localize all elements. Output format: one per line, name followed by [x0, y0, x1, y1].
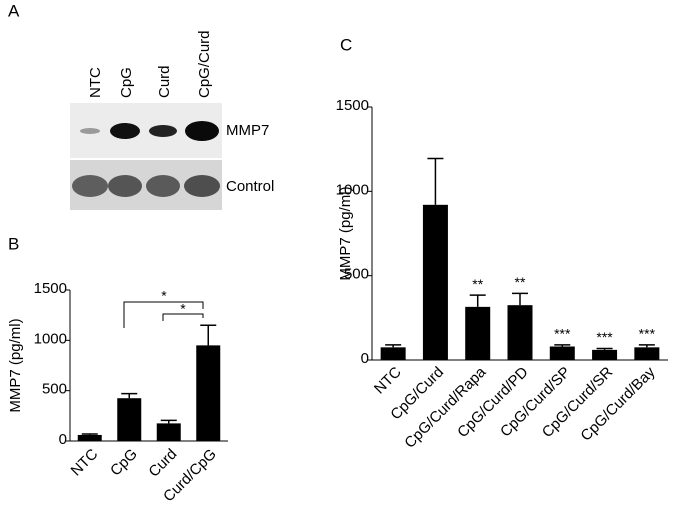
- panel-label: A: [8, 1, 20, 20]
- bar: [549, 346, 575, 360]
- bar: [507, 305, 533, 360]
- error-bar: [121, 392, 138, 399]
- error-bar: [512, 292, 528, 306]
- significance-label: ***: [639, 326, 656, 342]
- blot-row-label: MMP7: [226, 122, 269, 139]
- x-tick-label: NTC: [68, 445, 102, 479]
- y-tick-label: 0: [361, 350, 369, 367]
- error-bar: [81, 433, 98, 435]
- bar: [196, 345, 221, 441]
- blot-row-label: Control: [226, 178, 274, 195]
- significance-label: *: [180, 301, 186, 317]
- y-tick-label: 500: [42, 381, 67, 398]
- y-tick-label: 0: [59, 431, 67, 448]
- bar: [592, 349, 618, 360]
- significance-bracket: [123, 301, 204, 328]
- panel-label: B: [8, 234, 19, 253]
- error-bar: [160, 419, 177, 424]
- bar: [422, 204, 448, 360]
- x-tick-label: NTC: [371, 363, 405, 397]
- error-bar: [638, 344, 655, 348]
- x-tick-label: CpG: [107, 446, 141, 480]
- y-tick-label: 1000: [336, 181, 369, 198]
- significance-label: ***: [596, 329, 613, 345]
- significance-label: **: [515, 274, 526, 290]
- error-bar: [554, 344, 571, 347]
- error-bar: [427, 157, 444, 205]
- lane-label: CpG/Curd: [196, 30, 213, 98]
- significance-label: *: [161, 288, 167, 304]
- bar: [156, 423, 181, 441]
- bar: [77, 434, 102, 441]
- blot-image: [70, 103, 222, 210]
- y-tick-label: 1000: [34, 330, 67, 347]
- lane-label: NTC: [87, 67, 104, 98]
- y-tick-label: 1500: [34, 280, 67, 297]
- significance-label: **: [472, 276, 483, 292]
- x-tick-label: Curd: [145, 446, 180, 481]
- error-bar: [200, 324, 217, 346]
- bar: [465, 306, 491, 360]
- y-tick-label: 500: [344, 266, 369, 283]
- y-axis-label: MMP7 (pg/ml): [337, 186, 354, 280]
- error-bar: [469, 294, 486, 307]
- bar: [634, 347, 660, 360]
- lane-label: CpG: [118, 67, 135, 98]
- x-tick-label: CpG/Curd/Bay: [577, 363, 658, 444]
- lane-label: Curd: [156, 65, 173, 98]
- error-bar: [596, 347, 613, 350]
- y-axis-label: MMP7 (pg/ml): [7, 318, 24, 412]
- bar: [380, 347, 406, 360]
- error-bar: [385, 344, 402, 348]
- significance-label: ***: [554, 326, 571, 342]
- panel-label: C: [340, 35, 352, 54]
- y-tick-label: 1500: [336, 97, 369, 114]
- bar: [117, 398, 142, 441]
